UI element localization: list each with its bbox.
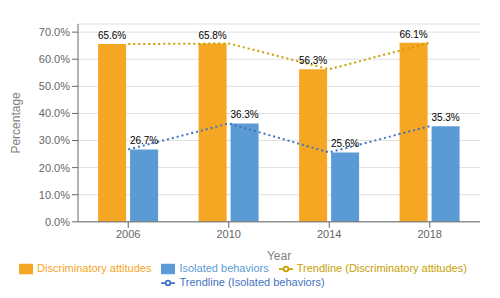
svg-text:40.0%: 40.0% (39, 107, 70, 119)
svg-text:26.7%: 26.7% (130, 135, 158, 146)
html-text:Trendline (Discriminatory atti: Trendline (Discriminatory attitudes) (296, 261, 467, 274)
svg-text:66.1%: 66.1% (399, 29, 427, 40)
svg-text:60.0%: 60.0% (39, 53, 70, 65)
svg-text:Percentage: Percentage (9, 92, 23, 154)
svg-text:35.3%: 35.3% (431, 112, 459, 123)
svg-text:70.0%: 70.0% (39, 26, 70, 38)
svg-text:56.3%: 56.3% (299, 55, 327, 66)
svg-text:30.0%: 30.0% (39, 134, 70, 146)
svg-text:50.0%: 50.0% (39, 80, 70, 92)
svg-text:65.6%: 65.6% (98, 30, 126, 41)
svg-text:Year: Year (267, 249, 291, 263)
html-text:Discriminatory attitudes: Discriminatory attitudes (37, 261, 152, 274)
svg-text:20.0%: 20.0% (39, 162, 70, 174)
html-text:Trendline (Isolated behaviors): Trendline (Isolated behaviors) (179, 275, 325, 288)
svg-text:65.8%: 65.8% (198, 30, 226, 41)
svg-text:2018: 2018 (418, 228, 442, 240)
svg-text:25.6%: 25.6% (331, 138, 359, 149)
svg-text:2006: 2006 (116, 228, 140, 240)
svg-text:10.0%: 10.0% (39, 189, 70, 201)
svg-text:2010: 2010 (217, 228, 241, 240)
html-text:Isolated behaviors: Isolated behaviors (179, 261, 269, 274)
svg-text:0.0%: 0.0% (45, 216, 70, 228)
svg-text:2014: 2014 (317, 228, 341, 240)
svg-text:36.3%: 36.3% (230, 109, 258, 120)
